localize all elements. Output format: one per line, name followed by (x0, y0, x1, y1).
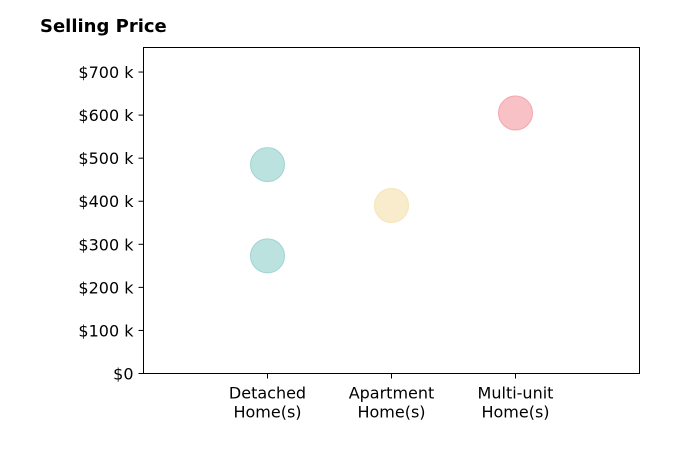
y-tick-label-1: $100 k (78, 321, 134, 340)
y-axis: $0 $100 k $200 k $300 k $400 k $500 k $600 k $7… (78, 63, 144, 384)
y-tick-label-3: $300 k (78, 235, 134, 254)
x-axis: Detached Home(s) Apartment Home(s) Multi-uni… (229, 373, 554, 422)
y-tick-label-0: $0 (113, 365, 133, 384)
data-point-0 (250, 147, 285, 183)
data-point-3 (498, 95, 533, 131)
y-tick-label-5: $500 k (78, 149, 134, 168)
y-tick-label-6: $600 k (78, 106, 134, 125)
y-tick-label-2: $200 k (78, 278, 134, 297)
data-point-2 (374, 188, 409, 224)
chart-title: Selling Price (40, 16, 167, 37)
x-tick-label-0: Detached Home(s) (229, 384, 306, 422)
data-point-1 (250, 238, 285, 274)
plot-marks (250, 95, 533, 274)
y-tick-label-7: $700 k (78, 63, 134, 82)
y-tick-label-4: $400 k (78, 192, 134, 211)
x-tick-label-2: Multi-unit Home(s) (478, 384, 554, 422)
x-tick-label-1: Apartment Home(s) (349, 384, 435, 422)
